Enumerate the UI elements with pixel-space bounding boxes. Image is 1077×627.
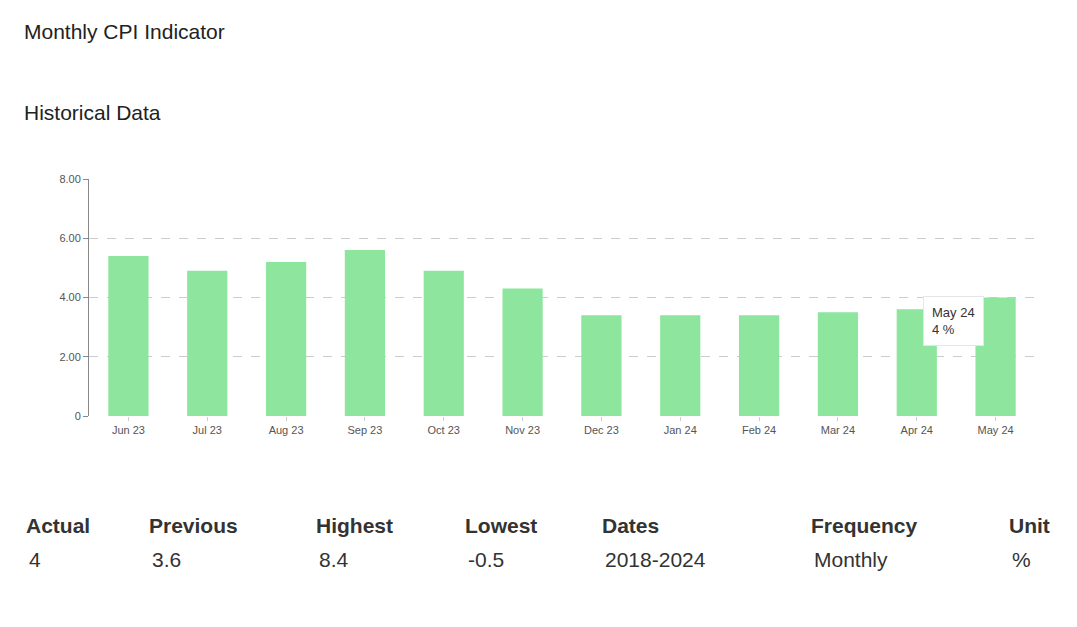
html-text:4: 4 [29,548,41,571]
svg-text:6.00: 6.00 [59,232,80,244]
html-text:2018-2024: 2018-2024 [605,548,706,571]
html-text:-0.5: -0.5 [468,548,505,571]
svg-text:Oct 23: Oct 23 [428,424,460,436]
svg-text:4.00: 4.00 [59,291,80,303]
html-text:Monthly CPI Indicator: Monthly CPI Indicator [24,20,225,43]
svg-text:2.00: 2.00 [59,351,80,363]
svg-text:Jul 23: Jul 23 [193,424,222,436]
svg-text:May 24: May 24 [978,424,1014,436]
html-text:Lowest: Lowest [465,514,538,537]
html-text:Unit: Unit [1009,514,1050,537]
svg-text:Dec 23: Dec 23 [584,424,619,436]
svg-text:8.00: 8.00 [59,173,80,185]
html-text:Historical Data: Historical Data [24,101,161,124]
svg-text:Apr 24: Apr 24 [901,424,933,436]
svg-text:Feb 24: Feb 24 [742,424,776,436]
html-text:Previous: Previous [149,514,238,537]
html-text:Frequency: Frequency [811,514,918,537]
svg-text:Aug 23: Aug 23 [269,424,304,436]
svg-text:Mar 24: Mar 24 [821,424,855,436]
svg-text:Jan 24: Jan 24 [664,424,697,436]
svg-text:May 244 %: May 244 % [932,305,975,337]
html-text:Dates: Dates [602,514,660,537]
html-text:3.6: 3.6 [152,548,182,571]
svg-text:0: 0 [75,410,81,422]
html-text:Actual: Actual [26,514,91,537]
html-text:Monthly: Monthly [814,548,888,571]
svg-text:Sep 23: Sep 23 [347,424,382,436]
html-text:8.4: 8.4 [319,548,349,571]
html-text:Highest: Highest [316,514,393,537]
svg-text:Jun 23: Jun 23 [112,424,145,436]
svg-text:Nov 23: Nov 23 [505,424,540,436]
